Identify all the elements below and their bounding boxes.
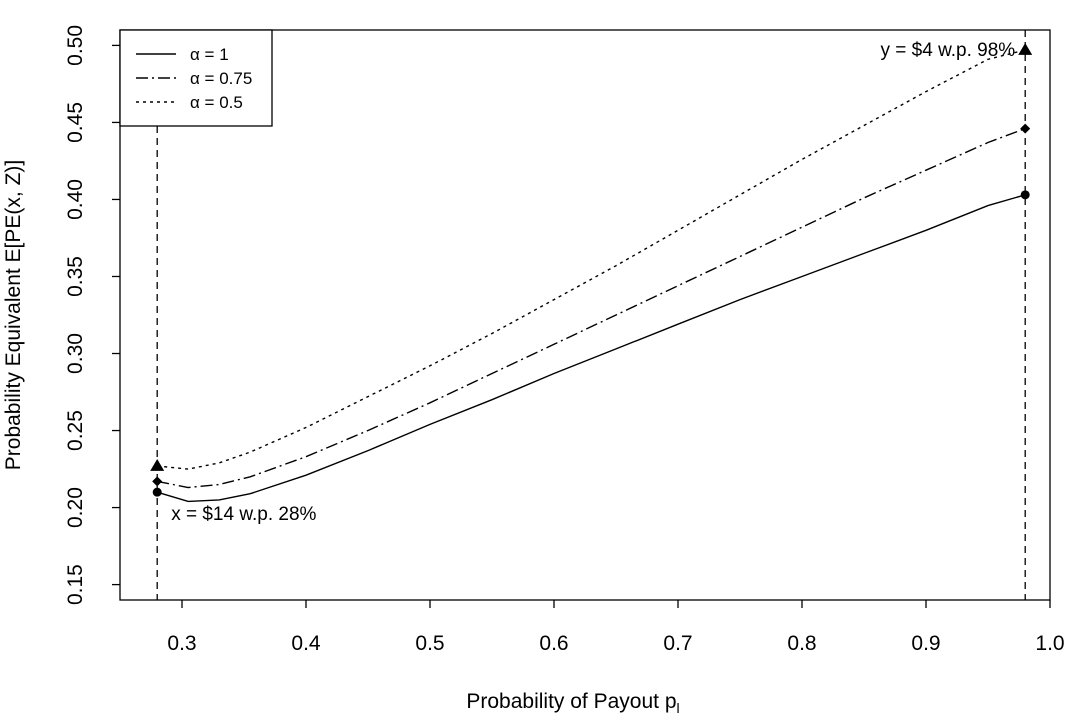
legend-label-3: α = 0.5 <box>190 93 243 112</box>
series-3-end-marker <box>1018 43 1033 55</box>
series-line-2 <box>157 127 1026 489</box>
y-tick-label: 0.40 <box>64 179 87 220</box>
legend-label-2: α = 0.75 <box>190 69 252 88</box>
x-axis-label-subscript: l <box>677 700 680 716</box>
x-axis-label: Probability of Payout pl <box>466 690 679 716</box>
x-tick-label: 0.6 <box>539 632 568 655</box>
series-2-start-marker <box>152 476 163 487</box>
legend-label-1: α = 1 <box>190 45 229 64</box>
y-tick-label: 0.20 <box>64 487 87 528</box>
x-tick-label: 0.8 <box>787 632 816 655</box>
plot-area <box>150 30 1033 600</box>
x-tick-label: 0.7 <box>663 632 692 655</box>
annotation-left: x = $14 w.p. 28% <box>171 504 316 525</box>
x-tick-label: 0.9 <box>911 632 940 655</box>
annotation-right: y = $4 w.p. 98% <box>881 40 1016 61</box>
y-tick-label: 0.35 <box>64 256 87 297</box>
y-tick-label: 0.25 <box>64 410 87 451</box>
y-tick-label: 0.15 <box>64 564 87 605</box>
series-3-start-marker <box>150 458 165 471</box>
x-tick-label: 0.3 <box>167 632 196 655</box>
series-line-3 <box>157 49 1026 470</box>
plot-border <box>119 29 1051 601</box>
y-axis-label: Probability Equivalent E[PE(x, Z)] <box>2 160 25 470</box>
y-tick-label: 0.30 <box>64 333 87 374</box>
x-tick-label: 0.4 <box>291 632 321 655</box>
legend: α = 1 α = 0.75 α = 0.5 <box>119 29 273 127</box>
series-1-end-marker <box>1020 190 1030 200</box>
annotations: x = $14 w.p. 28% y = $4 w.p. 98% <box>171 40 1015 525</box>
y-tick-label: 0.45 <box>64 102 87 143</box>
axes: 0.3 0.4 0.5 0.6 0.7 0.8 0.9 1.0 0.15 0.20 0.25 0.30… <box>64 25 1065 655</box>
series-2-end-marker <box>1020 123 1031 134</box>
series-line-1 <box>157 194 1026 503</box>
x-tick-label: 0.5 <box>415 632 444 655</box>
x-tick-label: 1.0 <box>1035 632 1064 655</box>
y-tick-label: 0.50 <box>64 25 87 66</box>
series-1-start-marker <box>152 487 162 497</box>
